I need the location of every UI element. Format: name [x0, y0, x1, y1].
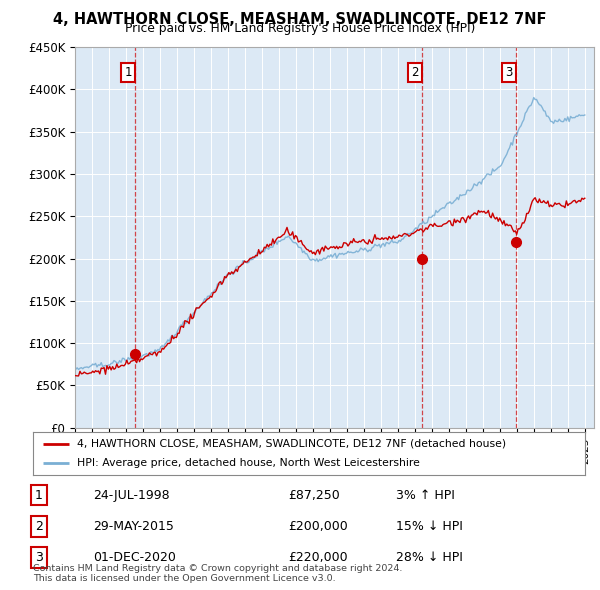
Text: 01-DEC-2020: 01-DEC-2020 — [93, 551, 176, 564]
Text: £200,000: £200,000 — [288, 520, 348, 533]
Text: 29-MAY-2015: 29-MAY-2015 — [93, 520, 174, 533]
Text: 1: 1 — [35, 489, 43, 502]
Text: Price paid vs. HM Land Registry's House Price Index (HPI): Price paid vs. HM Land Registry's House … — [125, 22, 475, 35]
Text: 2: 2 — [411, 66, 419, 79]
Text: HPI: Average price, detached house, North West Leicestershire: HPI: Average price, detached house, Nort… — [77, 458, 420, 468]
Text: 3% ↑ HPI: 3% ↑ HPI — [396, 489, 455, 502]
Text: 28% ↓ HPI: 28% ↓ HPI — [396, 551, 463, 564]
Text: Contains HM Land Registry data © Crown copyright and database right 2024.
This d: Contains HM Land Registry data © Crown c… — [33, 563, 403, 583]
Text: 4, HAWTHORN CLOSE, MEASHAM, SWADLINCOTE, DE12 7NF: 4, HAWTHORN CLOSE, MEASHAM, SWADLINCOTE,… — [53, 12, 547, 27]
Text: 15% ↓ HPI: 15% ↓ HPI — [396, 520, 463, 533]
Text: £87,250: £87,250 — [288, 489, 340, 502]
Text: 4, HAWTHORN CLOSE, MEASHAM, SWADLINCOTE, DE12 7NF (detached house): 4, HAWTHORN CLOSE, MEASHAM, SWADLINCOTE,… — [77, 439, 506, 449]
Text: 3: 3 — [35, 551, 43, 564]
Text: 1: 1 — [125, 66, 132, 79]
Text: 24-JUL-1998: 24-JUL-1998 — [93, 489, 170, 502]
Text: 2: 2 — [35, 520, 43, 533]
Text: £220,000: £220,000 — [288, 551, 347, 564]
Text: 3: 3 — [506, 66, 513, 79]
